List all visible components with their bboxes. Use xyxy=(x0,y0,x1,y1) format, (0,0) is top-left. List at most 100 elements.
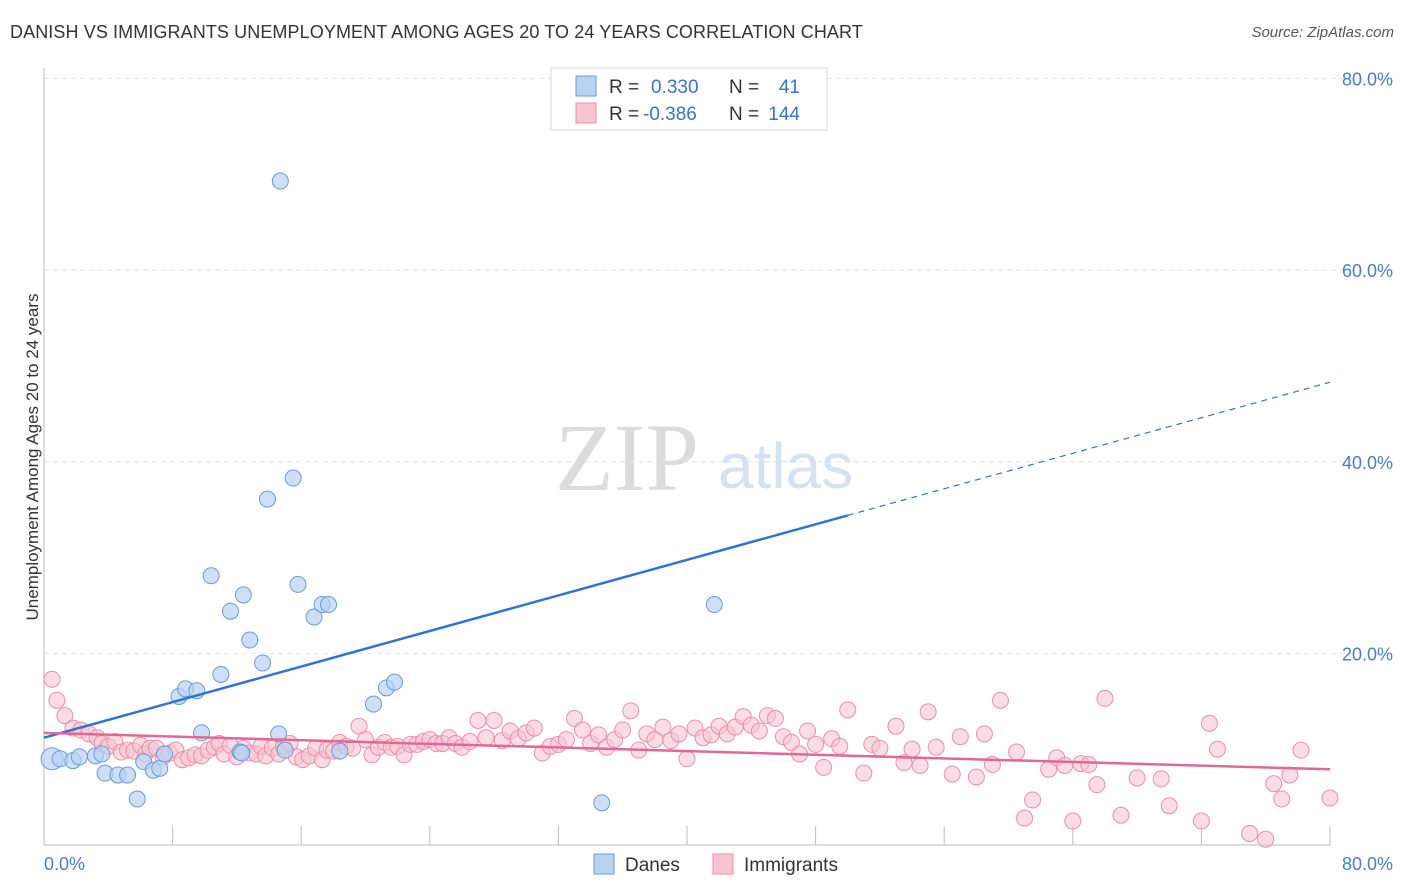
danes-point xyxy=(365,695,383,713)
danes-swatch xyxy=(575,75,597,97)
danes-n-value: 41 xyxy=(779,77,800,98)
legend-immigrants-swatch xyxy=(712,853,734,875)
danes-point xyxy=(70,748,88,766)
immigrants-point xyxy=(887,717,905,735)
immigrants-n-label: N = xyxy=(729,104,759,125)
immigrants-point xyxy=(943,765,961,783)
immigrants-point xyxy=(590,726,608,744)
watermark-zip: ZIP xyxy=(555,404,699,511)
immigrants-point xyxy=(565,710,583,728)
immigrants-point xyxy=(48,691,66,709)
immigrants-point xyxy=(1008,743,1026,761)
immigrants-point xyxy=(1112,806,1130,824)
grid-lines xyxy=(44,78,1392,654)
immigrants-point xyxy=(357,731,374,749)
y-tick-label: 20.0% xyxy=(1342,644,1393,664)
immigrants-point xyxy=(967,768,985,786)
immigrants-n-value: 144 xyxy=(768,104,800,125)
danes-point xyxy=(254,654,272,672)
stats-legend: R = 0.330 N = 41 R = -0.386 N = 144 xyxy=(550,67,828,131)
danes-trend-line xyxy=(43,514,849,739)
immigrants-point xyxy=(477,729,495,747)
immigrants-point xyxy=(1292,741,1310,759)
immigrants-point xyxy=(951,728,969,746)
y-axis-title: Unemployment Among Ages 20 to 24 years xyxy=(23,294,42,621)
immigrants-point xyxy=(43,670,61,688)
immigrants-point xyxy=(469,711,487,729)
x-tick-label-max: 80.0% xyxy=(1342,854,1393,874)
danes-trend-extension xyxy=(847,381,1331,516)
immigrants-point xyxy=(670,725,688,743)
immigrants-point xyxy=(525,719,543,737)
y-tick-labels: 20.0% 40.0% 60.0% 80.0% xyxy=(1342,70,1393,665)
immigrants-point xyxy=(991,691,1009,709)
immigrants-point xyxy=(1080,756,1098,774)
source-label: Source: ZipAtlas.com xyxy=(1251,24,1394,41)
immigrants-point xyxy=(654,718,672,736)
danes-point xyxy=(289,575,307,593)
immigrants-point xyxy=(1265,775,1283,793)
danes-point xyxy=(221,602,239,620)
immigrants-point xyxy=(903,740,921,758)
danes-point xyxy=(705,596,723,614)
stats-legend-frame xyxy=(550,67,828,131)
immigrants-point xyxy=(557,731,575,749)
immigrants-point xyxy=(574,721,592,739)
immigrants-point xyxy=(1064,812,1082,830)
immigrants-point xyxy=(782,733,800,751)
danes-point xyxy=(276,741,294,759)
watermark-atlas: atlas xyxy=(718,430,853,502)
trend-lines xyxy=(43,381,1331,771)
danes-point xyxy=(234,586,252,604)
immigrants-point xyxy=(678,750,696,768)
immigrants-point xyxy=(614,721,632,739)
immigrants-point xyxy=(766,710,784,728)
danes-point xyxy=(320,596,338,614)
y-tick-label: 60.0% xyxy=(1342,261,1393,281)
immigrants-point xyxy=(1208,740,1226,758)
immigrants-swatch xyxy=(575,102,597,124)
y-tick-label: 40.0% xyxy=(1342,453,1393,473)
legend-immigrants-label: Immigrants xyxy=(744,855,838,876)
immigrants-point xyxy=(1056,756,1074,774)
danes-point xyxy=(270,725,288,743)
immigrants-r-value: -0.386 xyxy=(643,104,697,125)
danes-r-value: 0.330 xyxy=(651,77,699,98)
series-legend: Danes Immigrants xyxy=(593,853,838,876)
immigrants-point xyxy=(622,702,640,720)
danes-point xyxy=(331,742,349,760)
danes-point xyxy=(233,744,251,762)
immigrants-point xyxy=(750,722,768,740)
immigrants-point xyxy=(1192,812,1210,830)
immigrants-point xyxy=(911,756,929,774)
legend-danes-label: Danes xyxy=(625,855,680,876)
danes-point xyxy=(128,790,146,808)
danes-point xyxy=(284,469,302,487)
immigrants-r-label: R = xyxy=(609,104,639,125)
danes-point xyxy=(593,794,611,812)
immigrants-point xyxy=(815,758,833,776)
immigrants-point xyxy=(1128,769,1146,787)
danes-point xyxy=(156,745,174,763)
immigrants-point xyxy=(927,738,945,756)
immigrants-point xyxy=(56,707,74,725)
immigrants-point xyxy=(855,764,873,782)
danes-point xyxy=(271,172,289,190)
danes-n-label: N = xyxy=(729,77,759,98)
danes-point xyxy=(151,759,169,777)
immigrants-point xyxy=(975,725,993,743)
chart-title: DANISH VS IMMIGRANTS UNEMPLOYMENT AMONG … xyxy=(10,22,863,42)
danes-point xyxy=(119,766,137,784)
danes-r-label: R = xyxy=(609,77,639,98)
x-ticks xyxy=(43,826,1331,845)
immigrants-point xyxy=(1273,790,1291,808)
immigrants-point xyxy=(1016,809,1034,827)
danes-point xyxy=(258,490,276,508)
immigrants-point xyxy=(1088,776,1106,794)
danes-point xyxy=(241,631,259,649)
immigrants-trend-line xyxy=(43,731,1331,771)
x-tick-label-min: 0.0% xyxy=(44,854,85,874)
immigrants-point xyxy=(1321,789,1339,807)
immigrants-point xyxy=(799,722,817,740)
